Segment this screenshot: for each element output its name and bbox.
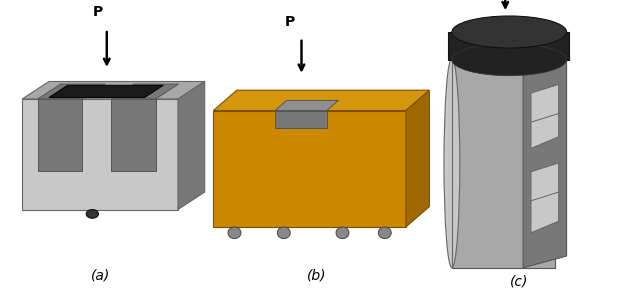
Text: P: P xyxy=(285,15,295,29)
Ellipse shape xyxy=(336,227,349,239)
Polygon shape xyxy=(178,81,205,210)
Ellipse shape xyxy=(452,44,567,76)
Bar xyxy=(448,32,569,60)
Text: (a): (a) xyxy=(90,268,110,282)
Polygon shape xyxy=(38,99,82,171)
Ellipse shape xyxy=(87,210,98,218)
Polygon shape xyxy=(111,99,156,171)
Polygon shape xyxy=(38,84,105,99)
Ellipse shape xyxy=(444,58,460,268)
Polygon shape xyxy=(213,111,406,227)
Polygon shape xyxy=(22,99,178,210)
Text: (b): (b) xyxy=(307,268,326,282)
Polygon shape xyxy=(275,100,339,111)
Polygon shape xyxy=(406,90,430,227)
Ellipse shape xyxy=(277,227,290,239)
Polygon shape xyxy=(22,81,205,99)
Bar xyxy=(452,58,555,268)
Polygon shape xyxy=(111,84,179,99)
Polygon shape xyxy=(523,47,567,268)
Ellipse shape xyxy=(452,16,567,48)
Text: P: P xyxy=(93,5,103,19)
Ellipse shape xyxy=(378,227,391,239)
Polygon shape xyxy=(275,111,327,128)
Polygon shape xyxy=(49,85,163,97)
Text: (c): (c) xyxy=(510,274,528,288)
Ellipse shape xyxy=(228,227,241,239)
Polygon shape xyxy=(531,84,559,148)
Polygon shape xyxy=(531,163,559,233)
Polygon shape xyxy=(213,90,430,111)
